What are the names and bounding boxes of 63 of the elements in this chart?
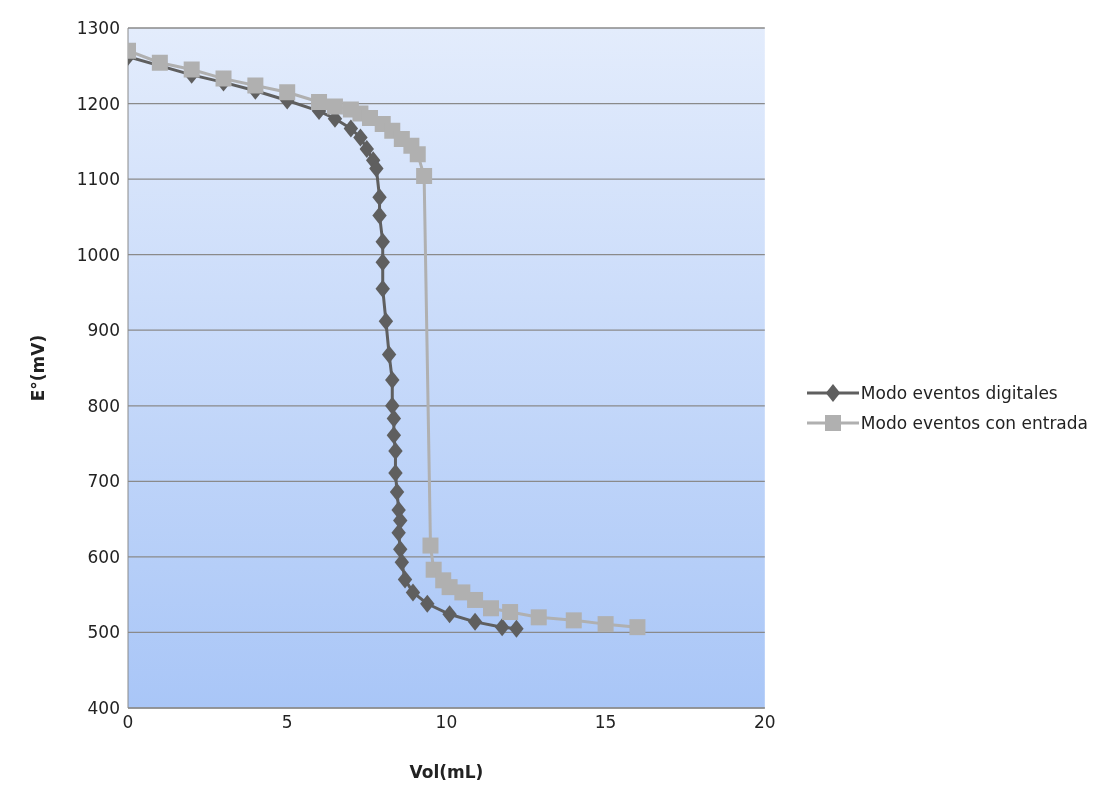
y-tick-label: 1100 — [76, 169, 120, 190]
point — [372, 206, 387, 225]
y-tick-label: 1000 — [76, 244, 120, 265]
point — [388, 464, 403, 483]
point — [405, 583, 421, 602]
point — [420, 594, 435, 613]
point — [467, 591, 484, 608]
point — [393, 540, 408, 559]
point — [375, 279, 390, 298]
point — [183, 61, 200, 78]
point — [494, 618, 510, 637]
x-tick-label: 10 — [435, 712, 458, 733]
point — [530, 609, 547, 626]
point — [385, 371, 400, 390]
legend-label: Modo eventos digitales — [860, 383, 1058, 403]
point — [629, 619, 646, 636]
y-tick-label: 1300 — [76, 18, 120, 39]
point — [502, 604, 519, 621]
x-tick-label: 15 — [594, 712, 617, 733]
x-tick-label: 20 — [753, 712, 776, 733]
point — [482, 600, 499, 617]
point — [409, 146, 426, 163]
y-tick-label: 900 — [87, 320, 120, 341]
point — [442, 605, 457, 624]
point — [375, 232, 390, 251]
point — [422, 537, 439, 554]
point — [215, 70, 232, 87]
point — [391, 523, 406, 542]
point — [381, 345, 397, 364]
point — [565, 612, 582, 629]
point — [247, 77, 264, 94]
point — [279, 84, 296, 101]
point — [389, 482, 405, 501]
point — [311, 94, 328, 111]
point — [372, 188, 387, 207]
point — [394, 553, 410, 572]
y-tick-label: 400 — [87, 698, 120, 719]
y-tick-label: 800 — [87, 395, 120, 416]
y-tick-label: 500 — [87, 622, 120, 643]
y-axis-title: E°(mV) — [28, 334, 49, 402]
point — [326, 98, 343, 115]
point — [386, 409, 402, 428]
point — [359, 139, 374, 158]
y-tick-label: 1200 — [76, 93, 120, 114]
point — [385, 396, 400, 415]
point — [378, 312, 394, 331]
point — [353, 128, 368, 147]
x-tick-label: 5 — [281, 712, 293, 733]
point — [343, 119, 359, 138]
point — [597, 616, 614, 633]
legend-label: Modo eventos con entrada — [860, 413, 1088, 433]
point — [509, 619, 524, 638]
x-tick-label: 0 — [122, 712, 134, 733]
point — [416, 168, 433, 185]
point — [454, 584, 471, 601]
y-tick-label: 700 — [87, 471, 120, 492]
point — [386, 426, 402, 445]
point — [467, 612, 483, 631]
y-tick-label: 600 — [87, 546, 120, 567]
point — [151, 54, 168, 71]
x-axis-title: Vol(mL) — [409, 762, 484, 782]
point — [397, 570, 413, 589]
point — [375, 253, 390, 272]
